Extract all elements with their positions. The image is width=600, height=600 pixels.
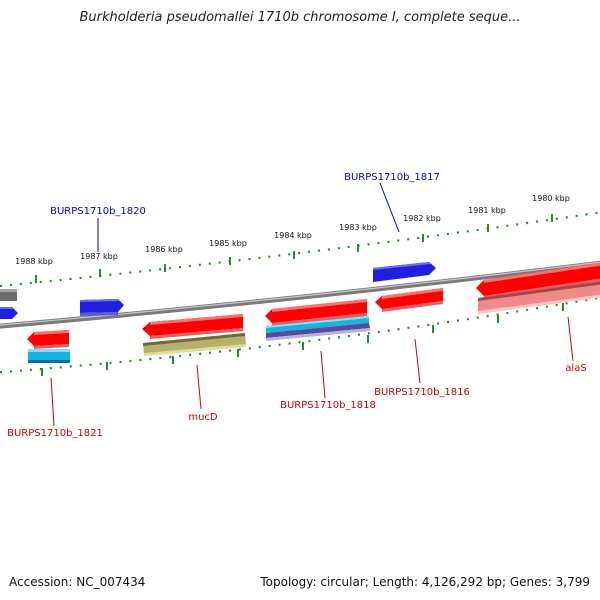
scale-label-1981-kbp: 1981 kbp — [468, 206, 506, 215]
label-alas[interactable]: alaS — [565, 363, 586, 374]
leader-mucd — [196, 364, 202, 410]
chromosome-backbone — [0, 260, 600, 329]
gene-partial-gray[interactable] — [0, 289, 17, 301]
sequence-title: Burkholderia pseudomallei 1710b chromoso… — [79, 10, 521, 25]
label-burps1710b-1817[interactable]: BURPS1710b_1817 — [344, 172, 440, 183]
scale-label-1988-kbp: 1988 kbp — [15, 257, 53, 266]
scale-label-1985-kbp: 1985 kbp — [209, 239, 247, 248]
chromosome-backbone-highlight — [0, 261, 600, 326]
label-burps1710b-1820[interactable]: BURPS1710b_1820 — [50, 206, 146, 217]
feature-olive-mucd[interactable] — [143, 333, 246, 356]
leader-burps1710b-1818 — [320, 350, 326, 399]
scale-label-1983-kbp: 1983 kbp — [339, 223, 377, 232]
leader-burps1710b-1816 — [414, 338, 421, 384]
gene-burps1710b-1816[interactable] — [375, 288, 443, 312]
gene-burps1710b-1821[interactable] — [27, 330, 69, 349]
gene-burps1710b-1820[interactable] — [80, 299, 124, 316]
gene-partial-blue[interactable] — [0, 307, 18, 319]
leader-alas — [567, 316, 574, 362]
label-burps1710b-1818[interactable]: BURPS1710b_1818 — [280, 400, 376, 411]
scale-labels: 1988 kbp 1987 kbp 1986 kbp 1985 kbp 1984 kbp… — [15, 194, 570, 266]
gene-mucd[interactable] — [142, 314, 243, 339]
feature-cyan-1821[interactable] — [28, 349, 70, 363]
gene-burps1710b-1818[interactable] — [265, 299, 367, 326]
sequence-stats-text: Topology: circular; Length: 4,126,292 bp… — [260, 575, 590, 589]
leader-burps1710b-1817 — [379, 182, 400, 233]
scale-label-1984-kbp: 1984 kbp — [274, 231, 312, 240]
outer-scale-ring — [0, 211, 600, 288]
accession-text: Accession: NC_007434 — [9, 575, 146, 589]
feature-pink-alas[interactable] — [478, 281, 600, 314]
scale-label-1986-kbp: 1986 kbp — [145, 245, 183, 254]
major-ticks — [35, 214, 564, 376]
label-mucd[interactable]: mucD — [188, 412, 218, 423]
leader-burps1710b-1821 — [50, 377, 55, 427]
scale-label-1987-kbp: 1987 kbp — [80, 252, 118, 261]
label-burps1710b-1816[interactable]: BURPS1710b_1816 — [374, 387, 470, 398]
scale-label-1980-kbp: 1980 kbp — [532, 194, 570, 203]
feature-cyan-1818[interactable] — [266, 316, 370, 341]
label-burps1710b-1821[interactable]: BURPS1710b_1821 — [7, 428, 103, 439]
scale-label-1982-kbp: 1982 kbp — [403, 214, 441, 223]
inner-scale-ring — [0, 296, 600, 374]
gene-burps1710b-1817[interactable] — [373, 262, 436, 282]
